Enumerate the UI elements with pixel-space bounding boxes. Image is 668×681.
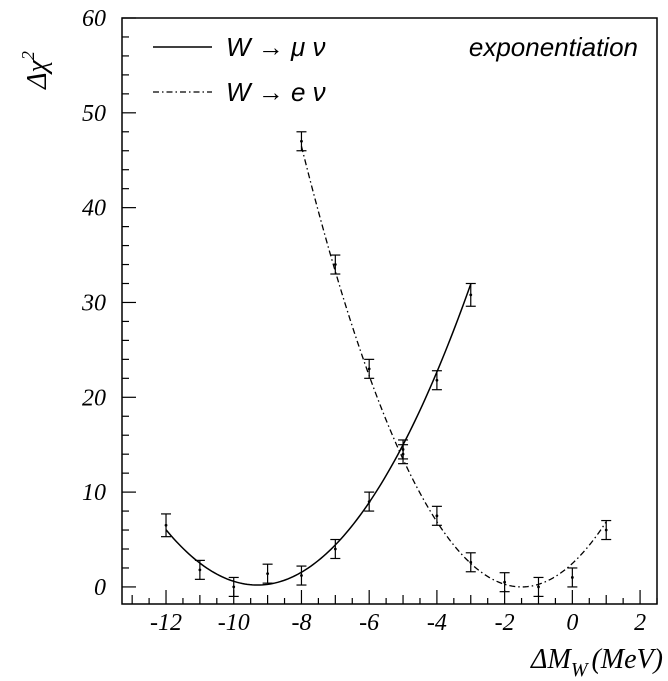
point-marker: [367, 367, 371, 371]
legend-label-muon: W → μ ν: [226, 32, 325, 62]
point-marker: [164, 523, 168, 527]
data-point-electron: [364, 358, 375, 379]
data-point-muon: [161, 513, 172, 538]
data-point-muon: [465, 282, 476, 307]
annotation-exponentiation: exponentiation: [469, 32, 638, 62]
point-marker: [537, 585, 540, 589]
point-marker: [266, 572, 270, 576]
point-marker: [503, 580, 507, 584]
x-tick-labels: -12 -10 -8 -6 -4 -2 0 2: [150, 610, 646, 636]
y-tick-label: 60: [82, 6, 106, 32]
point-marker: [435, 514, 439, 518]
data-point-muon: [330, 538, 341, 560]
point-marker: [604, 528, 608, 532]
x-tick-label: 2: [634, 610, 646, 636]
y-tick-label: 10: [82, 480, 106, 506]
x-tick-label: -6: [359, 610, 379, 636]
data-point-muon: [262, 563, 273, 584]
data-point-electron: [567, 567, 578, 588]
x-axis-title-main: ΔM: [530, 644, 572, 675]
y-axis-title-main: Δχ: [22, 59, 53, 89]
point-marker: [435, 378, 439, 382]
point-marker: [333, 547, 337, 551]
data-point-electron: [499, 572, 510, 593]
data-point-electron: [465, 552, 476, 573]
y-tick-labels: 0 10 20 30 40 50 60: [81, 6, 106, 601]
data-point-muon: [364, 491, 375, 512]
y-tick-label: 0: [94, 575, 106, 601]
point-marker: [469, 293, 473, 297]
y-tick-label: 50: [82, 101, 106, 127]
y-axis-title-sup: 2: [18, 51, 38, 60]
x-tick-label: -8: [291, 610, 311, 636]
data-point-electron: [398, 439, 409, 460]
point-marker: [367, 500, 371, 503]
legend-label-electron: W → e ν: [226, 77, 326, 107]
data-point-electron: [431, 505, 442, 526]
fit-curve-muon: [165, 283, 472, 586]
x-tick-label: -4: [427, 610, 447, 636]
fit-curve-electron: [300, 146, 607, 588]
data-point-muon: [296, 565, 307, 586]
legend: W → μ ν W → e ν: [153, 32, 326, 107]
y-tick-label: 40: [82, 196, 106, 222]
data-point-muon: [431, 370, 442, 391]
fit-curves: [165, 146, 607, 588]
y-axis-title: Δχ2: [18, 51, 53, 90]
x-tick-label: 0: [566, 610, 578, 636]
data-point-electron: [330, 254, 341, 275]
x-tick-label: -2: [495, 610, 515, 636]
x-tick-label: -10: [218, 610, 250, 636]
data-point-electron: [533, 576, 544, 598]
x-axis-title-sub: W: [571, 659, 590, 681]
point-marker: [333, 263, 337, 266]
x-axis-title-unit: (MeV): [591, 644, 663, 675]
point-marker: [401, 448, 405, 451]
point-marker: [300, 139, 303, 143]
data-point-muon: [194, 559, 205, 580]
y-tick-label: 30: [81, 290, 106, 316]
point-marker: [570, 576, 574, 579]
y-tick-label: 20: [82, 385, 106, 411]
point-marker: [300, 574, 303, 577]
axis-ticks: [122, 17, 658, 604]
plot-frame: [121, 17, 658, 605]
x-tick-label: -12: [150, 610, 182, 636]
data-point-muon: [228, 576, 239, 598]
data-points: [161, 131, 612, 598]
data-point-electron: [601, 519, 612, 541]
point-marker: [232, 585, 236, 589]
point-marker: [198, 568, 202, 572]
x-axis-title: ΔMW (MeV): [530, 644, 663, 681]
data-point-electron: [296, 131, 307, 152]
point-marker: [469, 560, 473, 564]
